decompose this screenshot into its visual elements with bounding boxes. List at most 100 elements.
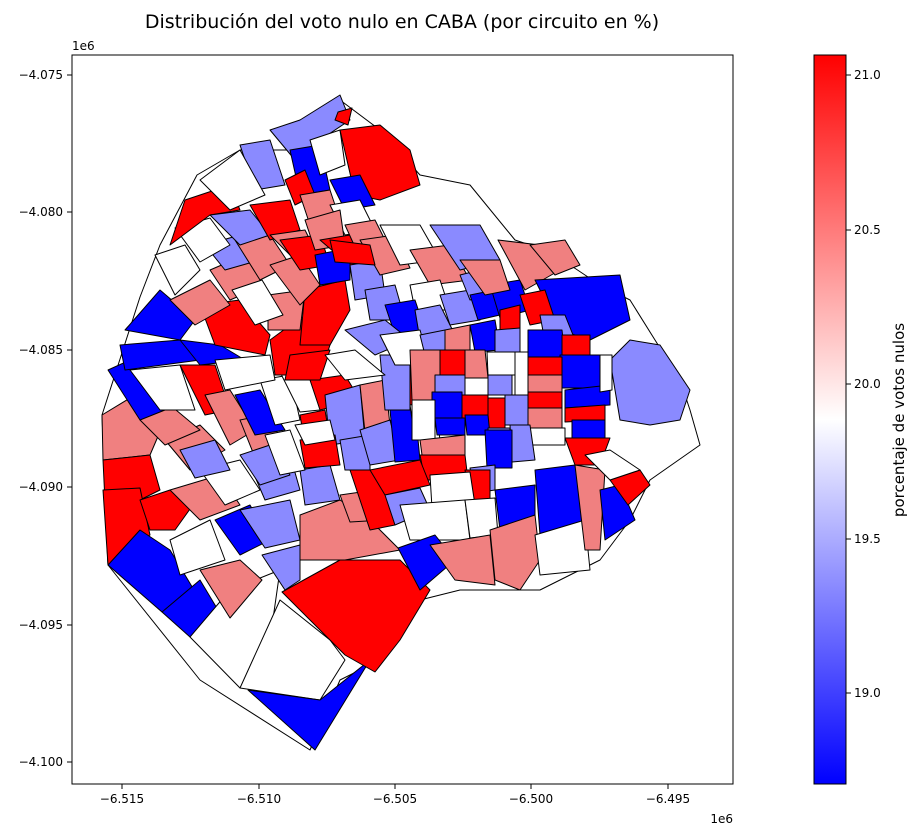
cb-tick-2: 20.5 xyxy=(846,223,881,237)
circuit-polygon xyxy=(439,349,466,376)
map-area xyxy=(71,54,734,785)
colorbar: 21.0 20.5 20.0 19.5 19.0 porcentaje de v… xyxy=(813,54,908,785)
circuit-polygon xyxy=(444,324,471,353)
cb-tick-4: 19.5 xyxy=(846,532,881,546)
cb-tick-label: 21.0 xyxy=(854,68,881,82)
cb-tick-label: 19.5 xyxy=(854,532,881,546)
circuit-polygon xyxy=(399,499,471,541)
circuit-polygon xyxy=(527,407,563,429)
circuit-polygon xyxy=(179,439,231,479)
cb-tick-5: 19.0 xyxy=(846,686,881,700)
circuit-polygon xyxy=(609,339,691,426)
circuit-polygon xyxy=(264,429,306,476)
circuit-polygon xyxy=(102,487,151,566)
circuit-polygon xyxy=(169,279,231,326)
circuit-polygon xyxy=(239,499,301,549)
y-tick-label: −4.085 xyxy=(19,343,63,357)
circuit-polygon xyxy=(487,374,513,396)
circuit-polygon xyxy=(527,356,563,376)
y-tick-label: −4.095 xyxy=(19,618,63,632)
circuit-polygon xyxy=(369,459,431,496)
x-tick-2: −6.510 xyxy=(237,784,281,806)
colorbar-label: porcentaje de votos nulos xyxy=(890,323,908,517)
cb-tick-label: 20.0 xyxy=(854,377,881,391)
y-tick-3: −4.085 xyxy=(19,343,72,357)
circuit-polygon xyxy=(231,279,284,326)
x-tick-label: −6.515 xyxy=(100,792,144,806)
y-tick-label: −4.080 xyxy=(19,205,63,219)
x-tick-label: −6.505 xyxy=(373,792,417,806)
circuit-polygon xyxy=(294,419,336,446)
x-tick-label: −6.510 xyxy=(237,792,281,806)
circuit-polygon xyxy=(527,427,566,446)
chart-title: Distribución del voto nulo en CABA (por … xyxy=(145,11,659,33)
circuit-polygon xyxy=(527,374,563,393)
x-tick-3: −6.505 xyxy=(373,784,417,806)
x-tick-label: −6.500 xyxy=(509,792,553,806)
circuit-polygons xyxy=(101,94,701,751)
circuit-polygon xyxy=(434,417,466,436)
x-axis: −6.515 −6.510 −6.505 −6.500 −6.495 1e6 xyxy=(100,784,733,826)
cb-tick-label: 20.5 xyxy=(854,223,881,237)
x-offset-label: 1e6 xyxy=(710,812,733,826)
circuit-polygon xyxy=(169,519,226,576)
circuit-polygon xyxy=(559,354,603,389)
circuit-polygon xyxy=(484,429,513,469)
circuit-polygon xyxy=(504,394,531,426)
circuit-polygon xyxy=(329,239,376,266)
circuit-polygon xyxy=(584,449,641,481)
plot-frame xyxy=(71,54,734,785)
circuit-polygon xyxy=(199,299,271,356)
y-axis: −4.075 −4.080 −4.085 −4.090 −4.095 −4.10… xyxy=(19,39,95,769)
circuit-polygon xyxy=(464,349,489,379)
circuit-polygon xyxy=(429,534,496,586)
circuit-polygon xyxy=(239,444,291,486)
circuit-polygon xyxy=(599,354,613,393)
circuit-polygon xyxy=(459,259,511,296)
y-offset-label: 1e6 xyxy=(72,39,95,53)
circuit-polygon xyxy=(574,464,606,551)
circuit-polygon xyxy=(431,391,463,419)
colorbar-gradient xyxy=(813,54,847,785)
circuit-polygon xyxy=(199,149,266,211)
circuit-polygon xyxy=(324,349,386,381)
x-tick-1: −6.515 xyxy=(100,784,144,806)
circuit-polygon xyxy=(534,519,591,576)
circuit-polygon xyxy=(486,351,516,376)
circuit-polygon xyxy=(334,107,353,126)
circuit-polygon xyxy=(261,544,301,591)
cb-tick-3: 20.0 xyxy=(846,377,881,391)
circuit-polygon xyxy=(234,389,286,436)
circuit-polygon xyxy=(509,424,536,463)
y-tick-1: −4.075 xyxy=(19,68,72,82)
circuit-polygon xyxy=(329,174,376,211)
cb-tick-1: 21.0 xyxy=(846,68,881,82)
circuit-polygon xyxy=(199,559,263,619)
x-tick-4: −6.500 xyxy=(509,784,553,806)
y-tick-4: −4.090 xyxy=(19,480,72,494)
y-tick-label: −4.100 xyxy=(19,755,63,769)
circuit-polygon xyxy=(107,529,201,613)
circuit-polygon xyxy=(284,349,331,381)
circuit-polygon xyxy=(464,377,489,396)
x-tick-label: −6.495 xyxy=(646,792,690,806)
circuit-polygon xyxy=(249,199,301,241)
x-tick-5: −6.495 xyxy=(646,784,690,806)
circuit-polygon xyxy=(527,391,563,409)
circuit-polygon xyxy=(527,329,566,358)
circuit-polygon xyxy=(154,244,201,296)
circuit-polygon xyxy=(529,239,581,276)
circuit-polygon xyxy=(564,384,611,409)
y-tick-2: −4.080 xyxy=(19,205,72,219)
y-tick-label: −4.090 xyxy=(19,480,63,494)
circuit-polygon xyxy=(561,334,591,358)
circuit-polygon xyxy=(571,419,606,439)
circuit-polygon xyxy=(214,354,276,391)
circuit-polygon xyxy=(281,559,431,673)
y-tick-5: −4.095 xyxy=(19,618,72,632)
circuit-polygon xyxy=(487,397,506,429)
y-tick-label: −4.075 xyxy=(19,68,63,82)
circuit-polygon xyxy=(564,404,606,423)
cb-tick-label: 19.0 xyxy=(854,686,881,700)
